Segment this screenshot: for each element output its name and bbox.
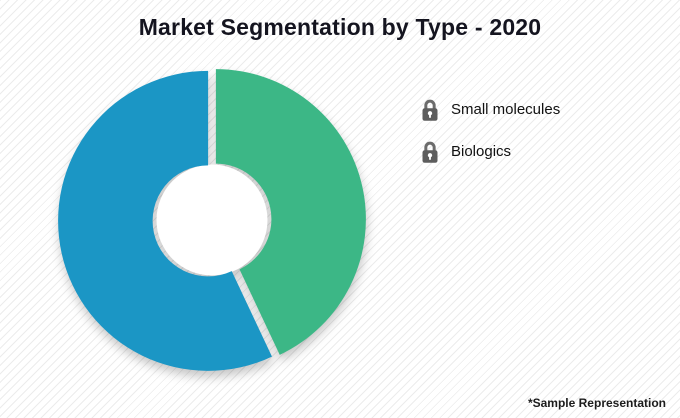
footnote: *Sample Representation bbox=[527, 396, 666, 410]
legend-label-biologics: Biologics bbox=[451, 143, 512, 160]
pie-slice-biologics bbox=[215, 69, 366, 355]
chart-title: Market Segmentation by Type - 2020 bbox=[138, 14, 542, 40]
chart-legend: Small molecules Biologics bbox=[420, 97, 560, 164]
legend-item-biologics: Biologics bbox=[420, 139, 560, 164]
pie-slice-small-molecules bbox=[58, 70, 272, 371]
donut-chart-svg bbox=[58, 69, 366, 371]
lock-icon bbox=[420, 97, 440, 122]
lock-icon bbox=[420, 139, 440, 164]
donut-chart bbox=[52, 60, 372, 380]
legend-item-small-molecules: Small molecules bbox=[420, 97, 560, 122]
legend-label-small-molecules: Small molecules bbox=[451, 101, 561, 118]
donut-hole bbox=[156, 164, 268, 276]
